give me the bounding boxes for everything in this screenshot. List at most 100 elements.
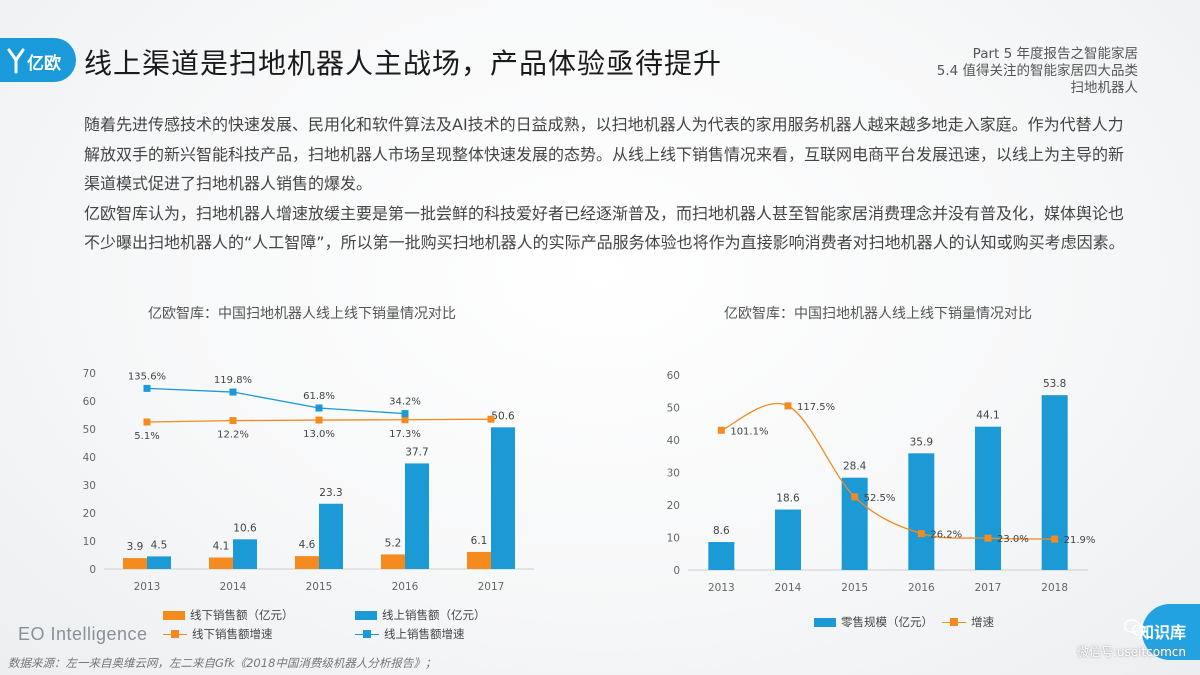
growth-label: 17.3% bbox=[389, 429, 421, 440]
bar-value-label: 44.1 bbox=[976, 410, 999, 422]
bar-value-label: 5.2 bbox=[385, 537, 402, 549]
watermark-bubble bbox=[1142, 604, 1200, 660]
bar-value-label: 35.9 bbox=[910, 436, 933, 448]
x-tick-label: 2014 bbox=[775, 582, 802, 594]
y-tick-label: 0 bbox=[89, 564, 96, 576]
intro-paragraph-2: 亿欧智库认为，扫地机器人增速放缓主要是第一批尝鲜的科技爱好者已经逐渐普及，而扫地… bbox=[84, 203, 1125, 253]
bar-2014 bbox=[209, 557, 233, 569]
bar-value-label: 28.4 bbox=[843, 461, 867, 473]
y-tick-label: 40 bbox=[83, 452, 96, 464]
bar-2015 bbox=[319, 503, 343, 569]
growth-label: 119.8% bbox=[214, 375, 252, 386]
growth-label: 12.2% bbox=[217, 430, 249, 441]
growth-marker bbox=[143, 384, 151, 392]
growth-marker bbox=[315, 416, 323, 424]
growth-marker bbox=[401, 410, 409, 418]
x-tick-label: 2015 bbox=[841, 582, 868, 594]
growth-label: 13.0% bbox=[303, 429, 335, 440]
y-tick-label: 40 bbox=[667, 435, 680, 447]
growth-marker bbox=[487, 415, 495, 423]
legend-offline-growth: 线下销售额增速 bbox=[163, 626, 273, 642]
y-tick-label: 10 bbox=[83, 536, 96, 548]
logo: 亿欧 bbox=[0, 38, 76, 82]
bar-value-label: 23.3 bbox=[319, 487, 342, 499]
growth-label: 26.2% bbox=[930, 530, 962, 541]
bar-value-label: 4.1 bbox=[213, 541, 230, 553]
growth-marker bbox=[984, 534, 992, 542]
growth-line bbox=[146, 387, 406, 415]
growth-marker bbox=[917, 530, 925, 538]
bar-2013 bbox=[123, 558, 147, 569]
growth-label: 5.1% bbox=[134, 431, 159, 442]
watermark-title: 知识库 bbox=[1137, 623, 1186, 642]
growth-label: 101.1% bbox=[730, 426, 768, 437]
x-tick-label: 2013 bbox=[134, 581, 161, 593]
x-tick-label: 2018 bbox=[1041, 582, 1068, 594]
growth-line bbox=[721, 403, 1055, 540]
growth-label: 21.9% bbox=[1064, 535, 1096, 546]
section-label: Part 5 年度报告之智能家居 5.4 值得关注的智能家居四大品类 扫地机器人 bbox=[937, 46, 1138, 97]
logo-text: 亿欧 bbox=[27, 53, 61, 74]
bar-value-label: 3.9 bbox=[127, 541, 144, 553]
growth-marker bbox=[229, 388, 237, 396]
growth-label: 135.6% bbox=[128, 371, 166, 382]
y-tick-label: 20 bbox=[83, 508, 96, 520]
x-tick-label: 2016 bbox=[908, 582, 935, 594]
bar-2015 bbox=[295, 556, 319, 569]
bar-value-label: 10.6 bbox=[233, 522, 257, 534]
growth-marker bbox=[315, 404, 323, 412]
y-tick-label: 30 bbox=[83, 480, 96, 492]
growth-label: 23.0% bbox=[997, 534, 1029, 545]
bar-value-label: 18.6 bbox=[776, 493, 800, 505]
chart2-svg: 0 10 20 30 40 50 60 2013 2014 2015 2016 2017 2018 8.6… bbox=[667, 370, 1096, 594]
legend-retail-scale: 零售规模（亿元） bbox=[814, 614, 933, 630]
chart2-title: 亿欧智库：中国扫地机器人线上线下销量情况对比 bbox=[724, 306, 1032, 322]
growth-label: 61.8% bbox=[303, 391, 335, 402]
data-source: 数据来源：左一来自奥维云网，左二来自Gfk《2018中国消费级机器人分析报告》； bbox=[8, 656, 437, 670]
x-tick-label: 2017 bbox=[478, 581, 505, 593]
legend-offline-sales: 线下销售额（亿元） bbox=[163, 607, 294, 623]
page-title: 线上渠道是扫地机器人主战场，产品体验亟待提升 bbox=[84, 47, 723, 80]
growth-marker bbox=[784, 402, 792, 410]
bar-value-label: 6.1 bbox=[471, 535, 488, 547]
growth-marker bbox=[143, 418, 151, 426]
brand-footer: EO Intelligence bbox=[18, 624, 148, 644]
bar-2017 bbox=[975, 426, 1001, 570]
growth-marker bbox=[717, 426, 725, 434]
intro-paragraph-1: 随着先进传感技术的快速发展、民用化和软件算法及AI技术的日益成熟，以扫地机器人为… bbox=[84, 115, 1125, 193]
y-tick-label: 20 bbox=[667, 500, 680, 512]
wechat-icon bbox=[1124, 619, 1146, 636]
y-tick-label: 30 bbox=[667, 468, 680, 480]
bar-2016 bbox=[381, 554, 405, 569]
bar-2013 bbox=[147, 556, 171, 569]
bar-value-label: 4.5 bbox=[151, 539, 168, 551]
bar-value-label: 50.6 bbox=[491, 410, 515, 422]
growth-marker bbox=[401, 416, 409, 424]
bar-value-label: 8.6 bbox=[713, 525, 730, 537]
legend-online-sales: 线上销售额（亿元） bbox=[355, 607, 486, 623]
watermark-account: 微信号:useitcomcn bbox=[1076, 645, 1186, 659]
bar-2016 bbox=[908, 453, 935, 570]
section-sub: 5.4 值得关注的智能家居四大品类 bbox=[936, 63, 1138, 79]
x-tick-label: 2014 bbox=[220, 581, 247, 593]
growth-label: 117.5% bbox=[797, 402, 835, 413]
bar-2016 bbox=[405, 463, 429, 569]
x-tick-label: 2013 bbox=[708, 582, 735, 594]
growth-marker bbox=[851, 493, 859, 501]
growth-marker bbox=[1051, 535, 1059, 543]
growth-label: 52.5% bbox=[864, 493, 896, 504]
bar-value-label: 37.7 bbox=[405, 446, 428, 458]
legend-online-growth: 线上销售额增速 bbox=[355, 626, 465, 642]
x-tick-label: 2015 bbox=[306, 581, 333, 593]
y-tick-label: 60 bbox=[83, 396, 96, 408]
bar-2017 bbox=[491, 427, 515, 569]
intro-text: 随着先进传感技术的快速发展、民用化和软件算法及AI技术的日益成熟，以扫地机器人为… bbox=[84, 110, 1134, 258]
y-tick-label: 10 bbox=[667, 533, 680, 545]
logo-mark: 亿欧 bbox=[7, 48, 61, 74]
bar-2013 bbox=[708, 542, 735, 570]
section-part: Part 5 年度报告之智能家居 bbox=[972, 46, 1138, 62]
bar-2017 bbox=[467, 551, 491, 569]
x-tick-label: 2017 bbox=[975, 582, 1002, 594]
section-topic: 扫地机器人 bbox=[1070, 80, 1139, 96]
growth-label: 34.2% bbox=[389, 397, 421, 408]
